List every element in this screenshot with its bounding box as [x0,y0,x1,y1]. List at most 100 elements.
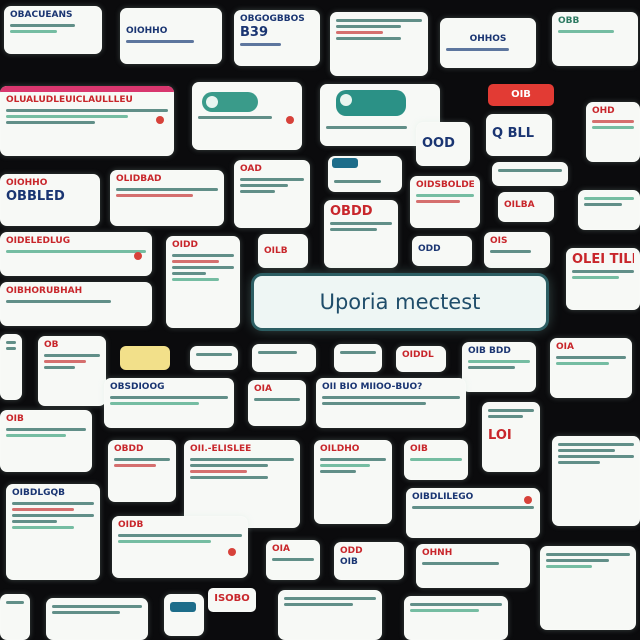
toggle-card[interactable] [192,82,302,150]
notification-card[interactable] [0,334,22,400]
notification-card[interactable]: OIOHHO OBBLED [0,174,100,226]
notification-card[interactable]: ODD OIB [334,542,404,580]
card-value: Q BLL [492,126,535,141]
notification-card[interactable] [46,598,148,640]
text-line [116,188,218,191]
notification-card[interactable] [0,594,30,640]
card-title: OBACUEANS [10,10,73,20]
notification-card[interactable]: OLUALUDLEUICLAULLLEU [0,86,174,156]
text-line [240,190,276,193]
text-line [44,366,75,369]
notification-card[interactable]: OIBDLGQB [6,484,100,580]
text-line [468,360,530,363]
notification-card[interactable]: OILB [258,234,308,268]
text-line [572,270,634,273]
notification-card[interactable] [404,596,508,640]
card-title: OBB [558,16,580,26]
notification-card[interactable]: OBDD [324,200,398,268]
notification-card[interactable]: OBB [552,12,638,66]
card-header-bar [0,86,174,92]
text-line [6,434,66,437]
notification-card[interactable]: OIOHHO [120,8,222,64]
notification-card[interactable] [330,12,428,76]
notification-card[interactable]: OIBHORUBHAH [0,282,152,326]
notification-card[interactable]: OB [38,336,106,406]
notification-card[interactable]: OOD [416,122,470,166]
notification-card[interactable]: OII BIO MIIOO-BUO? [316,378,466,428]
notification-card[interactable] [278,590,382,640]
image-icon [332,158,358,168]
notification-card[interactable]: OLIDBAD [110,170,224,226]
notification-card[interactable]: OBSDIOOG [104,378,234,428]
notification-card[interactable]: OBGOGBBOS B39 [234,10,320,66]
highlight-chip[interactable] [120,346,170,370]
alert-dot-icon [228,548,236,556]
toggle-switch[interactable] [336,90,406,116]
notification-card[interactable]: OHHOS [440,18,536,68]
notification-card[interactable]: OHNH [416,544,530,588]
notification-card[interactable]: OIDELEDLUG [0,232,152,276]
notification-card[interactable] [164,594,204,636]
alert-dot-icon [134,252,142,260]
notification-card[interactable]: OIDD [166,236,240,328]
notification-card[interactable]: OIB [404,440,468,480]
toggle-card[interactable] [320,84,440,146]
notification-card[interactable] [328,156,402,192]
text-line [546,559,609,562]
notification-card[interactable]: OHD [586,102,640,162]
notification-card[interactable] [578,190,640,230]
notification-card[interactable]: OIDB [112,516,248,578]
notification-card[interactable]: LOI [482,402,540,472]
notification-card[interactable] [252,344,316,372]
notification-card[interactable] [552,436,640,526]
notification-card[interactable]: OBDD [108,440,176,502]
notification-card[interactable] [334,344,382,372]
text-line [592,120,634,123]
text-line [556,356,626,359]
notification-card[interactable]: OIB BDD [462,342,536,392]
text-line [498,169,562,172]
card-title: OLUALUDLEUICLAULLLEU [6,95,133,105]
notification-card[interactable] [492,162,568,186]
text-line [558,449,615,452]
text-line [52,605,142,608]
notification-card[interactable]: OILBA [498,192,554,222]
notification-card[interactable]: OII.-ELISLEE [184,440,300,528]
notification-card[interactable]: OIA [550,338,632,398]
notification-card[interactable]: OBACUEANS [4,6,102,54]
card-title: OIB [340,557,358,567]
text-line [572,276,619,279]
notification-card[interactable]: OIBDLILEGO [406,488,540,538]
text-line [584,197,634,200]
text-line [322,402,426,405]
notification-card[interactable]: Q BLL [486,114,552,156]
text-line [468,366,515,369]
notification-card[interactable]: OIB [0,410,92,472]
notification-card[interactable]: OLEI TILE [566,248,640,310]
text-line [334,180,381,183]
status-badge[interactable]: OIB [488,84,554,106]
card-title: OIDSBOLDEB [416,180,474,190]
notification-card[interactable]: OIA [266,540,320,580]
notification-card[interactable]: OILDHO [314,440,392,524]
notification-card[interactable]: ODD [412,236,472,266]
notification-card[interactable]: OIS [484,232,550,268]
notification-card[interactable]: OIDDL [396,346,446,372]
notification-card[interactable] [540,546,636,630]
text-line [558,455,634,458]
alert-dot-icon [156,116,164,124]
search-input[interactable]: Uporia mectest [254,276,546,328]
text-line [110,396,228,399]
toggle-switch[interactable] [202,92,258,112]
card-title: OIBHORUBHAH [6,286,83,296]
status-badge[interactable]: ISOBO [208,588,256,612]
card-title: OILDHO [320,444,360,454]
text-line [12,526,74,529]
text-line [240,43,281,46]
text-line [330,228,377,231]
notification-card[interactable]: OIDSBOLDEB [410,176,480,228]
notification-card[interactable]: OIA [248,380,306,426]
notification-card[interactable] [190,346,238,370]
text-line [320,470,357,473]
notification-card[interactable]: OAD [234,160,310,228]
